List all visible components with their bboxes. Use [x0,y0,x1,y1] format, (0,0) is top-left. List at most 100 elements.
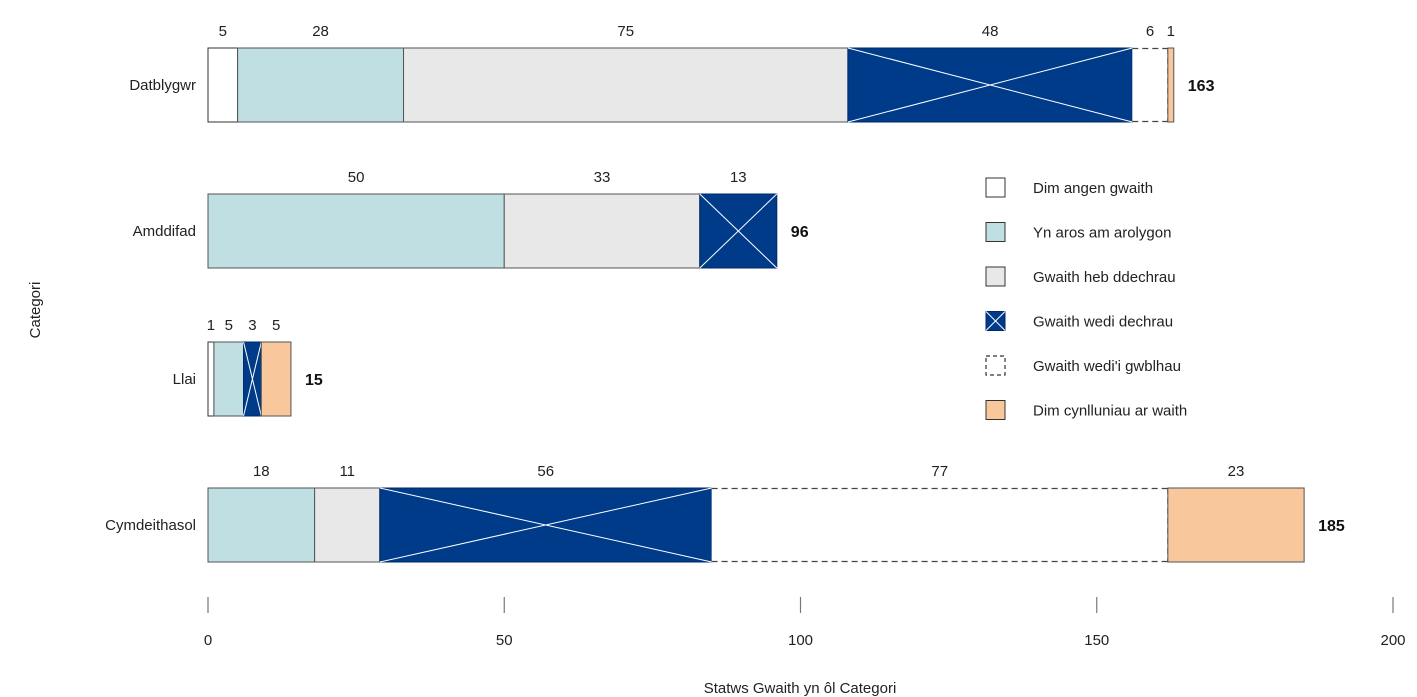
legend-swatch-box [985,266,1006,287]
category-label: Llai [173,371,196,388]
segment-awaiting [207,193,505,269]
segment-awaiting-fill [207,487,316,563]
segment-value-label: 6 [1146,23,1154,40]
segment-awaiting-fill [213,341,245,417]
legend-swatch-cross-b [985,311,1006,331]
legend-label: Gwaith wedi'i gwblhau [1033,358,1181,375]
bar-row-amddifad: Amddifad 50 33 13 96 [133,169,809,269]
bar-total-label: 15 [305,372,323,389]
segment-value-label: 5 [225,317,233,334]
segment-none_needed [207,341,215,417]
category-label: Amddifad [133,223,196,240]
segment-value-label: 13 [730,169,747,186]
x-axis-title: Statws Gwaith yn ôl Categori [704,680,897,697]
segment-not_started-fill [503,193,701,269]
segment-completed-fill [1132,48,1168,122]
segment-awaiting-fill [207,193,505,269]
segment-no_plans-fill [1167,47,1175,123]
legend-swatch [985,311,1006,331]
segment-awaiting [207,487,316,563]
segment-not_started [403,47,849,123]
x-tick-label: 150 [1084,632,1109,649]
segment-value-label: 56 [537,463,554,480]
segment-not_started [503,193,701,269]
segment-completed-fill [711,488,1168,562]
segment-value-label: 1 [207,317,215,334]
bar-total-label: 96 [791,224,809,241]
legend-swatch [985,177,1006,198]
segment-started [847,47,1133,123]
segment-no_plans-fill [1167,487,1305,563]
segment-none_needed-fill [207,341,215,417]
segment-started-cross-b [379,487,712,563]
legend-item-none_needed: Dim angen gwaith [985,177,1153,198]
segment-awaiting [237,47,405,123]
legend-item-completed: Gwaith wedi'i gwblhau [985,355,1181,376]
legend-swatch [985,400,1006,420]
x-tick-label: 200 [1380,632,1405,649]
legend-item-started: Gwaith wedi dechrau [985,311,1173,331]
bar-row-cymdeithasol: Cymdeithasol 18 11 56 77 23 185 [105,463,1345,563]
legend-swatch-box [985,355,1006,376]
segment-value-label: 1 [1167,23,1175,40]
segment-awaiting-fill [237,47,405,123]
segment-awaiting [213,341,245,417]
segment-value-label: 11 [339,463,355,480]
segment-started [243,341,262,417]
legend-swatch [985,222,1006,242]
segment-value-label: 5 [219,23,227,40]
segment-no_plans [1167,47,1175,123]
segment-value-label: 23 [1228,463,1245,480]
legend-swatch [985,355,1006,376]
x-tick-label: 50 [496,632,513,649]
legend-label: Dim angen gwaith [1033,180,1153,197]
segment-started-cross-b [847,47,1133,123]
x-tick-label: 0 [204,632,212,649]
segment-no_plans [1167,487,1305,563]
segment-started-cross-b [243,341,262,417]
segment-started-cross-b [699,193,778,269]
segment-not_started-fill [314,487,381,563]
segment-completed [1132,47,1169,123]
segment-not_started [314,487,381,563]
bar-total-label: 185 [1318,518,1345,535]
segment-value-label: 5 [272,317,280,334]
bar-row-datblygwr: Datblygwr 5 28 75 48 6 1 163 [129,23,1215,123]
segment-value-label: 50 [348,169,365,186]
legend-swatch-box [985,222,1006,242]
x-tick-label: 100 [788,632,813,649]
legend-swatch-box [985,177,1006,198]
legend-swatch [985,266,1006,287]
segment-value-label: 77 [931,463,948,480]
segment-none_needed [207,47,239,123]
segment-value-label: 3 [248,317,256,334]
segment-started [699,193,778,269]
segment-none_needed-fill [207,47,239,123]
segment-value-label: 48 [982,23,999,40]
legend-label: Gwaith heb ddechrau [1033,269,1176,286]
legend-item-no_plans: Dim cynlluniau ar waith [985,400,1187,420]
category-label: Datblygwr [129,77,196,94]
segment-value-label: 75 [617,23,634,40]
y-axis-title: Categori [27,282,44,339]
segment-value-label: 18 [253,463,270,480]
segment-started [379,487,713,563]
legend-label: Gwaith wedi dechrau [1033,314,1173,331]
segment-value-label: 28 [312,23,329,40]
legend: Dim angen gwaith Yn aros am arolygon Gwait… [985,177,1187,420]
legend-label: Yn aros am arolygon [1033,225,1171,242]
x-axis: 0 50 100 150 200 [204,597,1406,649]
legend-swatch-box [985,400,1006,420]
segment-no_plans [260,341,292,417]
legend-item-awaiting: Yn aros am arolygon [985,222,1171,242]
legend-label: Dim cynlluniau ar waith [1033,403,1187,420]
legend-item-not_started: Gwaith heb ddechrau [985,266,1176,287]
category-label: Cymdeithasol [105,517,196,534]
segment-value-label: 33 [594,169,611,186]
segment-completed [711,487,1169,563]
bar-total-label: 163 [1188,78,1215,95]
segment-not_started-fill [403,47,849,123]
segment-no_plans-fill [260,341,292,417]
